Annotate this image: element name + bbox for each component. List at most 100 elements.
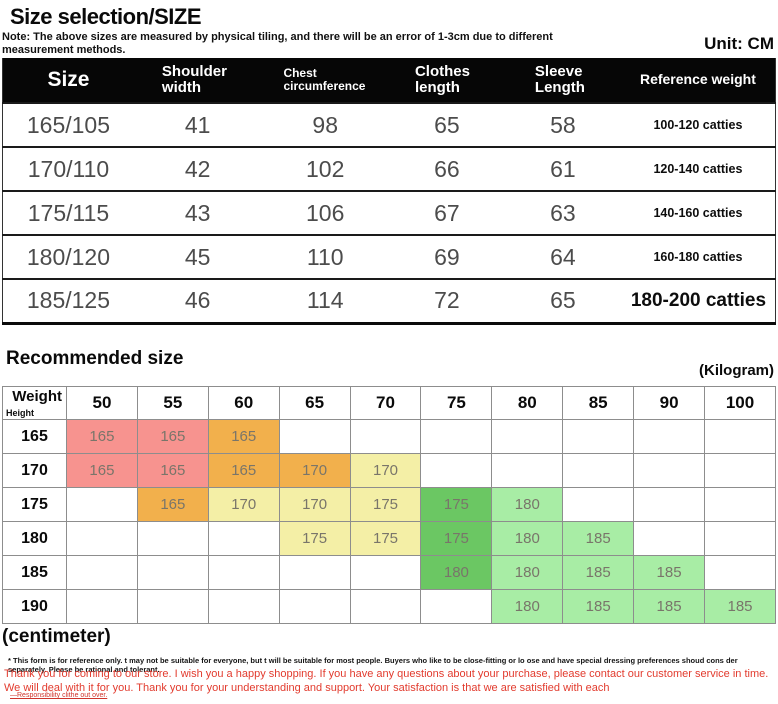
size-table-cell: 110: [306, 243, 344, 270]
recommended-size-cell: 185: [562, 521, 635, 556]
recommended-size-cell: 170: [349, 453, 422, 488]
size-table-cell: 63: [550, 199, 576, 226]
recommended-size-cell: 180: [491, 589, 564, 624]
height-row-header: 175: [2, 487, 67, 522]
recommended-size-cell: [420, 453, 493, 488]
recommended-size-cell: 170: [207, 487, 280, 522]
recommended-size-cell: [704, 453, 776, 488]
size-table-cell: 61: [550, 155, 576, 182]
unit-label: Unit: CM: [704, 34, 774, 53]
size-table-cell: 64: [550, 243, 576, 270]
recommended-size-cell: [66, 589, 138, 624]
recommended-size-cell: [633, 521, 706, 556]
kilogram-label: (Kilogram): [699, 362, 774, 379]
recommended-size-heading: Recommended size: [6, 348, 184, 369]
size-table-cell: 165/105: [26, 111, 111, 138]
recommended-size-cell: 180: [491, 555, 564, 590]
recommended-size-cell: [704, 487, 776, 522]
size-table-cell: 46: [184, 287, 211, 314]
size-table-cell: 43: [184, 199, 211, 226]
size-table-row: 165/105 41 98 65 58 100-120 catties: [2, 103, 776, 147]
thank-you-message: Thank you for coming to our store. I wis…: [4, 668, 769, 694]
weight-column-header: 90: [633, 386, 706, 420]
recommended-size-table: Weight Height 50 55 60 65 70 75 80 85 90 100 165 1…: [2, 386, 776, 624]
page-title: Size selection/SIZE: [10, 4, 202, 29]
recommended-size-cell: 180: [491, 521, 564, 556]
recommended-table-row: 190 180 185 185 185: [2, 589, 776, 624]
weight-column-header: 80: [491, 386, 564, 420]
recommended-size-cell: [491, 453, 564, 488]
recommended-size-cell: [207, 521, 280, 556]
recommended-size-cell: [562, 453, 635, 488]
size-table-row: 175/115 43 106 67 63 140-160 catties: [2, 191, 776, 235]
size-table-header: Size Shoulder width Chest circumference Clo…: [2, 58, 776, 103]
height-row-header: 190: [2, 589, 67, 624]
recommended-size-cell: 165: [136, 419, 209, 454]
recommended-table-row: 165 165 165 165: [2, 419, 776, 454]
recommended-size-cell: [136, 555, 209, 590]
recommended-table-header: Weight Height 50 55 60 65 70 75 80 85 90 100: [2, 386, 776, 420]
recommended-header-row: Weight Height 50 55 60 65 70 75 80 85 90 100: [2, 386, 776, 420]
recommended-table-row: 185 180 180 185 185: [2, 555, 776, 590]
size-table-body: 165/105 41 98 65 58 100-120 catties 170/110 42 1…: [2, 103, 776, 323]
size-table-cell: 140-160 catties: [653, 206, 743, 220]
size-table-cell: 65: [550, 287, 576, 314]
weight-column-header: 70: [349, 386, 422, 420]
weight-column-header: 85: [562, 386, 635, 420]
recommended-table-row: 170 165 165 165 170 170: [2, 453, 776, 488]
recommended-size-cell: 170: [278, 487, 351, 522]
recommended-size-cell: [633, 419, 706, 454]
weight-column-header: 55: [136, 386, 209, 420]
recommended-size-cell: 175: [420, 521, 493, 556]
recommended-size-cell: [349, 555, 422, 590]
recommended-size-cell: [562, 487, 635, 522]
recommended-size-cell: 185: [562, 555, 635, 590]
size-table: Size Shoulder width Chest circumference Clo…: [2, 58, 776, 325]
recommended-size-cell: 185: [633, 555, 706, 590]
corner-weight-label: Weight: [12, 388, 62, 405]
size-table-cell: 100-120 catties: [653, 118, 743, 132]
size-table-column-header: Shoulder width: [161, 62, 227, 96]
weight-column-header: 100: [704, 386, 776, 420]
recommended-size-cell: [66, 487, 138, 522]
size-table-cell: 72: [434, 287, 460, 314]
recommended-size-cell: [420, 589, 493, 624]
recommended-size-cell: [633, 453, 706, 488]
measurement-note: Note: The above sizes are measured by ph…: [2, 31, 553, 57]
weight-column-header: 65: [278, 386, 351, 420]
weight-column-header: 60: [207, 386, 280, 420]
weight-height-corner-cell: Weight Height: [2, 386, 67, 420]
recommended-size-cell: [349, 589, 422, 624]
recommended-size-cell: 165: [66, 453, 138, 488]
size-table-cell: 180-200 catties: [630, 289, 767, 311]
recommended-table-row: 175 165 170 170 175 175 180: [2, 487, 776, 522]
recommended-size-cell: 165: [136, 453, 209, 488]
recommended-size-cell: 185: [704, 589, 776, 624]
recommended-size-cell: [207, 555, 280, 590]
size-table-cell: 66: [434, 155, 460, 182]
size-table-column-header: Size: [47, 68, 90, 92]
height-row-header: 165: [2, 419, 67, 454]
reference-footnote: * This form is for reference only. t may…: [8, 656, 738, 674]
size-table-cell: 69: [434, 243, 460, 270]
size-table-column-header: Sleeve Length: [534, 62, 585, 96]
height-row-header: 185: [2, 555, 67, 590]
recommended-size-cell: 165: [207, 453, 280, 488]
corner-height-label: Height: [6, 408, 34, 418]
recommended-size-cell: 185: [633, 589, 706, 624]
recommended-size-cell: [349, 419, 422, 454]
weight-column-header: 50: [66, 386, 138, 420]
size-table-cell: 42: [184, 155, 211, 182]
recommended-size-cell: [278, 589, 351, 624]
centimeter-label: (centimeter): [2, 626, 111, 647]
size-table-cell: 65: [434, 111, 460, 138]
size-table-cell: 67: [434, 199, 460, 226]
size-table-row: 185/125 46 114 72 65 180-200 catties: [2, 279, 776, 323]
size-table-cell: 102: [306, 155, 345, 182]
recommended-size-cell: 175: [420, 487, 493, 522]
recommended-size-cell: [136, 589, 209, 624]
size-table-column-header: Reference weight: [639, 71, 756, 88]
size-table-column-header: Chest circumference: [283, 65, 366, 93]
size-table-cell: 175/115: [27, 199, 110, 226]
